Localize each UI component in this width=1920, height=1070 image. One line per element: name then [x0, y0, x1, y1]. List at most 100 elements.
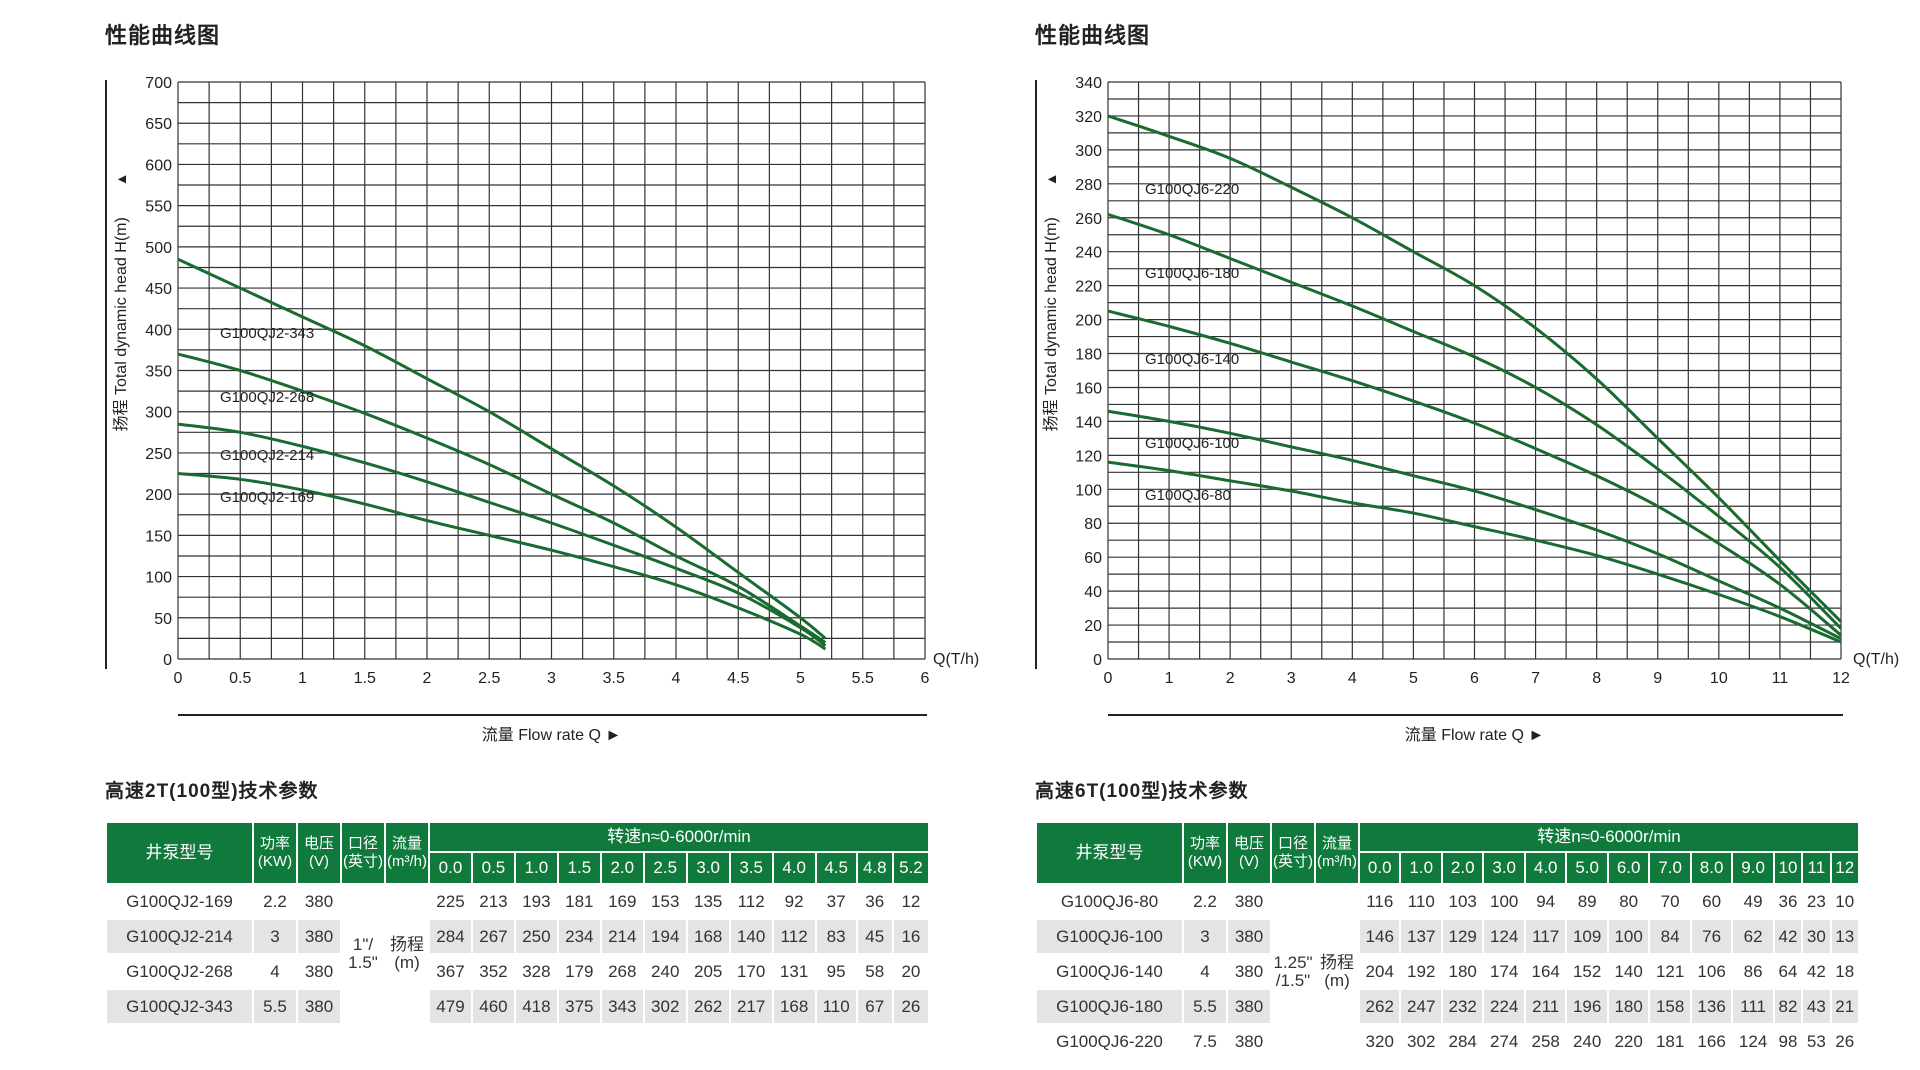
y-tick-label: 20: [1084, 618, 1102, 635]
head-value-cell: 112: [737, 891, 765, 911]
head-value-cell: 268: [608, 961, 637, 981]
model-cell: G100QJ2-268: [126, 961, 233, 981]
model-cell: G100QJ2-214: [107, 920, 252, 953]
table-flow-row: 0.0 0.5 1.0 1.5 2.0 2.5 3.0 3.5 4.0 4.5 4.8 5.2: [107, 853, 928, 883]
head-value-cell: 36: [1778, 891, 1798, 911]
y-tick-label: 260: [1075, 211, 1102, 228]
head-value-cell: 135: [694, 891, 723, 911]
head-value-cell: 302: [1407, 1031, 1436, 1051]
y-tick-label: 340: [1075, 75, 1102, 92]
head-value-cell: 76: [1691, 920, 1732, 953]
table-row: G100QJ6-140 4 380 204 192 180 174 164 152 140 121 1…: [1037, 955, 1858, 988]
head-value-cell: 64: [1778, 961, 1798, 981]
head-value-cell: 274: [1490, 1031, 1519, 1051]
head-value-cell: 205: [694, 961, 723, 981]
head-value-cell: 83: [816, 920, 856, 953]
head-value-cell: 124: [1738, 1031, 1768, 1051]
col-model: 井泵型号: [107, 823, 252, 883]
head-value-cell: 180: [1448, 961, 1477, 981]
head-value-cell: 67: [857, 990, 892, 1023]
y-tick-label: 300: [1075, 143, 1102, 160]
head-value-cell: 217: [730, 990, 772, 1023]
head-value-cell: 262: [1360, 990, 1400, 1023]
y-tick-label: 220: [1075, 279, 1102, 296]
x-tick-label: 3.5: [603, 670, 625, 687]
head-value-cell: 418: [515, 990, 557, 1023]
table-row: G100QJ6-100 3 380 146 137 129 124 117 109 100 84 76…: [1037, 920, 1858, 953]
table-row: G100QJ6-220 7.5 380 320 302 284 274 258 240 220 18…: [1037, 1025, 1858, 1058]
series-line-G100QJ2-343: [177, 257, 827, 640]
x-tick-label: 0: [1104, 670, 1113, 687]
y-tick-label: 60: [1084, 550, 1102, 567]
model-cell: G100QJ6-100: [1037, 920, 1182, 953]
head-value-cell: 37: [826, 891, 846, 911]
head-value-cell: 302: [644, 990, 686, 1023]
series-label: G100QJ2-343: [220, 325, 314, 342]
table-header-row: 井泵型号 功率 (KW) 电压 (V) 口径 (英寸) 流量 (m³/h) 转速n≈0-6000r…: [107, 823, 928, 883]
voltage-cell: 380: [1234, 1031, 1264, 1051]
series-line-G100QJ6-180: [1107, 212, 1843, 630]
head-value-cell: 211: [1525, 990, 1566, 1023]
flow-value: 2.5: [644, 853, 686, 883]
model-cell: G100QJ6-180: [1037, 990, 1182, 1023]
x-unit-label: Q(T/h): [1853, 651, 1899, 668]
head-value-cell: 13: [1831, 920, 1858, 953]
col-speed: 转速n≈0-6000r/min: [430, 823, 928, 851]
head-value-cell: 95: [826, 961, 846, 981]
head-value-cell: 58: [865, 961, 885, 981]
head-value-cell: 21: [1831, 990, 1858, 1023]
head-value-cell: 45: [857, 920, 892, 953]
voltage-cell: 380: [1228, 990, 1270, 1023]
table-row: G100QJ2-214 3 380 284 267 250 234 214 194 168 140 1…: [107, 920, 928, 953]
y-tick-label: 200: [1075, 313, 1102, 330]
flow-value: 3.5: [730, 853, 772, 883]
head-value-cell: 70: [1660, 891, 1680, 911]
series-line-G100QJ2-169: [177, 472, 827, 651]
table-title: 高速2T(100型)技术参数: [105, 781, 319, 802]
series-line-G100QJ6-100: [1107, 409, 1842, 640]
head-value-cell: 103: [1448, 891, 1477, 911]
voltage-cell: 380: [304, 961, 334, 981]
head-value-cell: 86: [1743, 961, 1763, 981]
y-tick-label: 650: [145, 116, 172, 133]
head-value-cell: 267: [472, 920, 514, 953]
head-value-cell: 109: [1567, 920, 1607, 953]
x-tick-label: 7: [1531, 670, 1540, 687]
head-value-cell: 124: [1484, 920, 1524, 953]
head-value-cell: 192: [1407, 961, 1436, 981]
head-value-cell: 26: [1835, 1031, 1855, 1051]
head-value-cell: 232: [1442, 990, 1483, 1023]
head-value-cell: 193: [522, 891, 551, 911]
head-value-cell: 367: [436, 961, 465, 981]
y-tick-label: 140: [1075, 414, 1102, 431]
y-tick-label: 550: [145, 199, 172, 216]
x-tick-label: 4: [1348, 670, 1357, 687]
head-value-cell: 137: [1401, 920, 1441, 953]
head-value-cell: 234: [558, 920, 600, 953]
y-tick-label: 280: [1075, 177, 1102, 194]
model-cell: G100QJ2-169: [126, 891, 233, 911]
head-value-cell: 49: [1743, 891, 1763, 911]
table-flow-row: 0.0 1.0 2.0 3.0 4.0 5.0 6.0 7.0 8.0 9.0 10 11 12: [1037, 853, 1858, 883]
head-value-cell: 42: [1774, 920, 1802, 953]
head-value-cell: 194: [644, 920, 686, 953]
model-cell: G100QJ6-220: [1056, 1031, 1163, 1051]
head-value-cell: 92: [784, 891, 804, 911]
y-tick-label: 350: [145, 364, 172, 381]
head-value-cell: 180: [1608, 990, 1649, 1023]
series-label: G100QJ2-169: [220, 489, 314, 506]
head-value-cell: 320: [1365, 1031, 1394, 1051]
head-value-cell: 164: [1531, 961, 1560, 981]
power-cell: 3: [1184, 920, 1226, 953]
head-value-cell: 100: [1490, 891, 1519, 911]
head-label-cell: 扬程 (m): [1316, 885, 1358, 1058]
flow-value: 4.8: [857, 853, 892, 883]
x-tick-label: 11: [1772, 670, 1789, 687]
head-value-cell: 94: [1536, 891, 1556, 911]
y-tick-label: 100: [1075, 482, 1102, 499]
table-row: G100QJ6-180 5.5 380 262 247 232 224 211 196 180 15…: [1037, 990, 1858, 1023]
y-tick-label: 180: [1075, 347, 1102, 364]
flow-value: 0.0: [430, 853, 471, 883]
x-tick-label: 6: [921, 670, 930, 687]
flow-value: 9.0: [1733, 853, 1773, 883]
